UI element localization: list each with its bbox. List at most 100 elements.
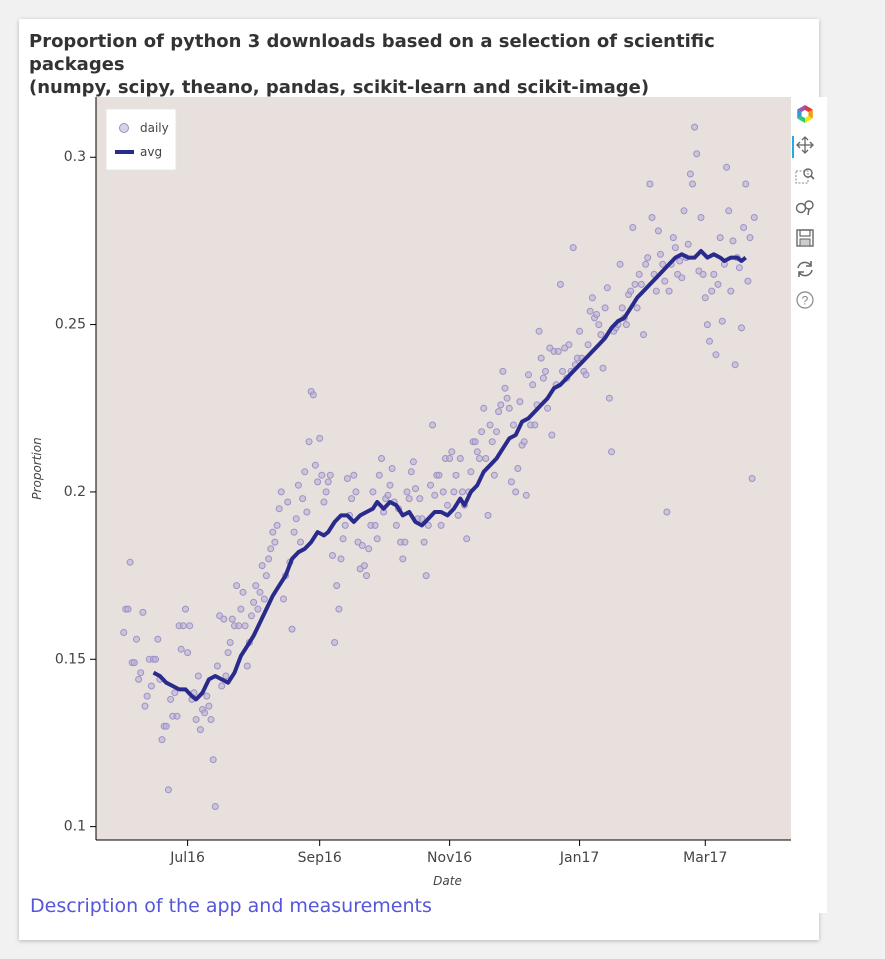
daily-point — [448, 448, 456, 456]
pan-icon — [796, 136, 814, 154]
daily-point — [633, 304, 641, 312]
daily-point — [593, 311, 601, 318]
daily-point — [723, 163, 731, 171]
daily-point — [746, 234, 754, 242]
daily-point — [288, 625, 296, 633]
daily-point — [640, 331, 647, 339]
daily-point — [712, 351, 720, 359]
daily-point — [446, 455, 454, 462]
daily-point — [744, 277, 752, 285]
help-tool-button[interactable]: ? — [794, 289, 816, 311]
daily-point — [211, 803, 219, 810]
daily-point — [130, 659, 138, 667]
app-card: Proportion of python 3 downloads based o… — [19, 19, 827, 940]
daily-point — [173, 712, 181, 720]
daily-point — [209, 756, 217, 764]
daily-point — [179, 622, 187, 630]
daily-point — [714, 280, 722, 288]
chart-title-line-1: Proportion of python 3 downloads based o… — [29, 31, 715, 75]
daily-point — [337, 555, 345, 563]
daily-point — [718, 317, 726, 325]
daily-point — [135, 675, 143, 683]
daily-point — [599, 364, 607, 372]
daily-point — [618, 304, 626, 312]
daily-point — [603, 284, 611, 292]
daily-point — [467, 468, 475, 476]
daily-point — [213, 662, 221, 670]
logo-segment — [808, 109, 813, 119]
daily-point — [735, 264, 743, 272]
daily-point — [663, 508, 671, 516]
daily-point — [539, 374, 547, 382]
daily-point — [316, 434, 324, 442]
x-tick-label: Mar17 — [683, 850, 727, 866]
daily-point — [158, 736, 166, 744]
daily-point — [124, 605, 132, 613]
daily-point — [233, 582, 241, 590]
daily-point — [499, 367, 507, 375]
daily-point — [365, 545, 373, 553]
save-tool-button[interactable] — [794, 227, 816, 249]
daily-point — [727, 287, 735, 295]
daily-point — [318, 471, 326, 479]
daily-point — [324, 478, 332, 486]
daily-point — [435, 471, 443, 479]
daily-point — [642, 260, 650, 268]
daily-point — [429, 421, 437, 429]
daily-point — [401, 538, 409, 546]
reset-tool-button[interactable] — [794, 258, 816, 280]
daily-point — [665, 287, 673, 295]
daily-point — [537, 354, 545, 362]
avg-line — [152, 249, 747, 702]
legend-daily-swatch — [119, 123, 129, 133]
pan-tool-button[interactable] — [792, 134, 816, 158]
daily-point — [689, 180, 696, 188]
legend: daily avg — [105, 108, 177, 171]
daily-point — [699, 270, 707, 278]
daily-point — [520, 438, 528, 446]
daily-point — [439, 488, 447, 496]
daily-point — [501, 384, 509, 392]
daily-point — [358, 542, 366, 549]
daily-point — [352, 488, 360, 496]
daily-point — [493, 428, 500, 436]
daily-point — [584, 341, 592, 349]
daily-point — [256, 588, 264, 596]
box-zoom-tool-button[interactable] — [794, 165, 816, 187]
daily-point — [133, 635, 140, 643]
daily-point — [486, 421, 494, 429]
wheel-zoom-tool-button[interactable] — [794, 196, 816, 218]
daily-point — [716, 234, 724, 242]
daily-point — [267, 545, 275, 553]
daily-point — [422, 572, 430, 580]
daily-point — [586, 307, 594, 315]
daily-point — [482, 455, 490, 462]
daily-point — [529, 381, 537, 389]
daily-point — [392, 521, 400, 529]
daily-point — [490, 471, 498, 479]
daily-point — [686, 170, 694, 178]
daily-point — [360, 562, 368, 570]
bokeh-logo-icon[interactable] — [794, 103, 816, 125]
daily-point — [194, 672, 202, 680]
y-tick-label: 0.1 — [64, 819, 86, 835]
daily-point — [309, 391, 317, 399]
daily-point — [556, 280, 564, 288]
chart[interactable]: 0.1 0.15 0.2 0.25 0.3 Jul16 Sep16 Nov16 Jan17 Mar… — [19, 97, 791, 913]
daily-point — [463, 535, 471, 543]
daily-point — [657, 250, 664, 258]
daily-point — [378, 455, 385, 462]
daily-point — [320, 498, 328, 506]
daily-point — [497, 401, 505, 409]
description-link[interactable]: Description of the app and measurements — [30, 895, 432, 917]
daily-point — [510, 421, 517, 429]
daily-point — [676, 257, 684, 265]
save-icon — [796, 229, 814, 247]
daily-point — [644, 254, 652, 262]
daily-series — [120, 123, 758, 810]
daily-point — [554, 347, 562, 355]
daily-point — [631, 280, 639, 288]
daily-point — [154, 635, 162, 643]
daily-point — [228, 615, 236, 623]
daily-point — [284, 498, 292, 506]
